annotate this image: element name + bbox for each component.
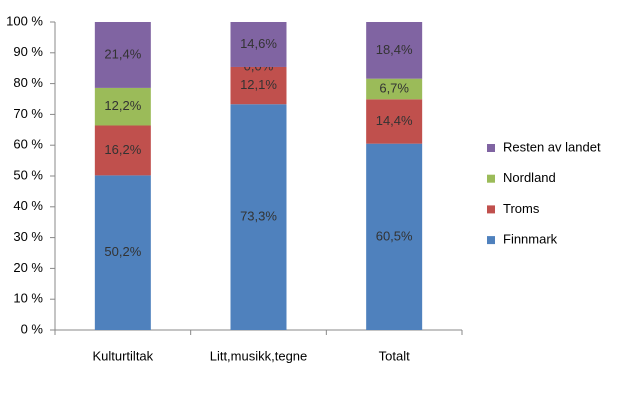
y-tick-label: 20 %	[13, 260, 43, 275]
value-label: 12,2%	[104, 98, 141, 113]
y-tick-label: 60 %	[13, 137, 43, 152]
legend-label: Nordland	[503, 170, 556, 185]
legend-swatch	[487, 174, 495, 183]
y-tick-label: 40 %	[13, 198, 43, 213]
bar-segment	[94, 87, 151, 126]
value-label: 73,3%	[240, 209, 277, 224]
y-tick-label: 80 %	[13, 75, 43, 90]
value-label: 14,4%	[376, 113, 413, 128]
bar-segment	[94, 125, 151, 176]
legend-label: Troms	[503, 201, 540, 216]
legend-label: Resten av landet	[503, 139, 601, 154]
x-tick-label: Kulturtiltak	[92, 348, 153, 363]
legend-label: Finnmark	[503, 232, 558, 247]
value-label: 6,7%	[379, 80, 409, 95]
bar-segment	[366, 78, 423, 100]
value-label: 60,5%	[376, 228, 413, 243]
legend-swatch	[487, 236, 495, 245]
bar-segment	[230, 22, 287, 67]
value-label: 16,2%	[104, 142, 141, 157]
bar-segment	[366, 22, 423, 79]
value-label: 12,1%	[240, 77, 277, 92]
value-label: 21,4%	[104, 46, 141, 61]
y-tick-label: 100 %	[6, 13, 43, 28]
value-label: 14,6%	[240, 36, 277, 51]
value-label: 18,4%	[376, 42, 413, 57]
bar-segment	[94, 175, 151, 330]
y-tick-label: 30 %	[13, 229, 43, 244]
value-label: 50,2%	[104, 244, 141, 259]
bar-segment	[94, 22, 151, 88]
bar-segment	[366, 99, 423, 144]
y-tick-label: 50 %	[13, 167, 43, 182]
x-tick-label: Totalt	[379, 348, 410, 363]
bar-segment	[366, 143, 423, 330]
y-tick-label: 70 %	[13, 106, 43, 121]
bar-segment	[230, 66, 287, 105]
y-tick-label: 90 %	[13, 44, 43, 59]
legend-swatch	[487, 205, 495, 214]
y-tick-label: 10 %	[13, 291, 43, 306]
x-tick-label: Litt,musikk,tegne	[210, 348, 308, 363]
y-tick-label: 0 %	[21, 321, 44, 336]
bar-segment	[230, 104, 287, 331]
legend-swatch	[487, 144, 495, 152]
